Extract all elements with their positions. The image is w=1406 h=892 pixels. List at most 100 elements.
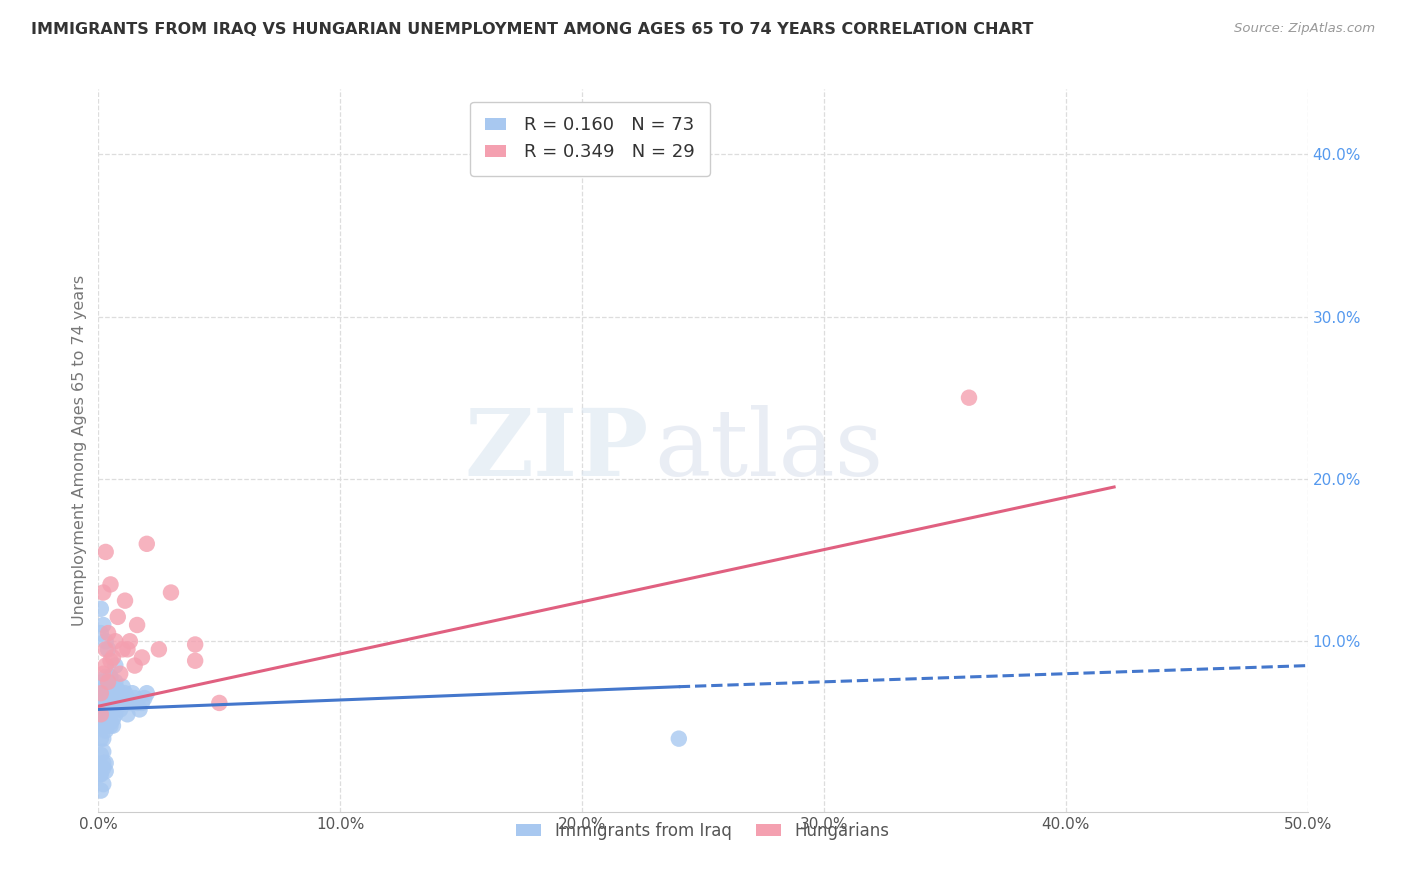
Point	[90, 747, 112, 762]
Point	[100, 577, 122, 591]
Point	[107, 699, 129, 714]
Point	[668, 731, 690, 746]
Point	[90, 686, 112, 700]
Point	[94, 707, 117, 722]
Point	[184, 654, 207, 668]
Point	[117, 707, 139, 722]
Point	[94, 756, 117, 770]
Point	[111, 680, 134, 694]
Point	[90, 712, 112, 726]
Point	[90, 707, 112, 722]
Point	[108, 702, 131, 716]
Point	[114, 686, 136, 700]
Point	[101, 719, 124, 733]
Point	[957, 391, 980, 405]
Point	[100, 719, 122, 733]
Point	[117, 642, 139, 657]
Point	[135, 537, 157, 551]
Point	[108, 686, 131, 700]
Point	[97, 674, 120, 689]
Point	[94, 642, 117, 657]
Point	[107, 682, 129, 697]
Point	[90, 601, 112, 615]
Point	[98, 707, 121, 722]
Point	[91, 731, 114, 746]
Point	[97, 674, 120, 689]
Point	[91, 777, 114, 791]
Point	[90, 680, 112, 694]
Point	[89, 767, 111, 781]
Point	[101, 712, 124, 726]
Point	[134, 691, 156, 706]
Point	[104, 707, 127, 722]
Point	[104, 674, 127, 689]
Point	[108, 666, 131, 681]
Point	[91, 719, 114, 733]
Point	[91, 674, 114, 689]
Point	[127, 618, 149, 632]
Point	[97, 626, 120, 640]
Point	[96, 702, 118, 716]
Point	[121, 686, 143, 700]
Text: Source: ZipAtlas.com: Source: ZipAtlas.com	[1234, 22, 1375, 36]
Point	[100, 686, 122, 700]
Point	[100, 670, 122, 684]
Point	[96, 680, 118, 694]
Y-axis label: Unemployment Among Ages 65 to 74 years: Unemployment Among Ages 65 to 74 years	[72, 275, 87, 626]
Text: ZIP: ZIP	[464, 406, 648, 495]
Point	[104, 634, 127, 648]
Point	[97, 712, 120, 726]
Point	[101, 650, 124, 665]
Point	[91, 756, 114, 770]
Point	[94, 658, 117, 673]
Point	[90, 626, 112, 640]
Point	[98, 686, 121, 700]
Text: atlas: atlas	[655, 406, 884, 495]
Point	[94, 719, 117, 733]
Point	[97, 699, 120, 714]
Point	[91, 761, 114, 775]
Point	[160, 585, 183, 599]
Point	[184, 638, 207, 652]
Point	[93, 682, 115, 697]
Point	[128, 702, 150, 716]
Point	[91, 707, 114, 722]
Point	[101, 696, 124, 710]
Point	[118, 634, 141, 648]
Point	[148, 642, 170, 657]
Point	[208, 696, 231, 710]
Point	[97, 715, 120, 730]
Point	[89, 699, 111, 714]
Text: IMMIGRANTS FROM IRAQ VS HUNGARIAN UNEMPLOYMENT AMONG AGES 65 TO 74 YEARS CORRELA: IMMIGRANTS FROM IRAQ VS HUNGARIAN UNEMPL…	[31, 22, 1033, 37]
Point	[94, 764, 117, 778]
Point	[97, 691, 120, 706]
Point	[91, 585, 114, 599]
Point	[104, 658, 127, 673]
Point	[111, 642, 134, 657]
Point	[94, 545, 117, 559]
Point	[100, 715, 122, 730]
Point	[124, 658, 146, 673]
Point	[90, 731, 112, 746]
Point	[94, 670, 117, 684]
Point	[91, 691, 114, 706]
Point	[91, 618, 114, 632]
Point	[94, 634, 117, 648]
Point	[127, 696, 149, 710]
Point	[90, 707, 112, 722]
Legend: Immigrants from Iraq, Hungarians: Immigrants from Iraq, Hungarians	[509, 815, 897, 847]
Point	[124, 691, 146, 706]
Point	[100, 654, 122, 668]
Point	[90, 767, 112, 781]
Point	[114, 593, 136, 607]
Point	[91, 691, 114, 706]
Point	[107, 610, 129, 624]
Point	[100, 702, 122, 716]
Point	[131, 650, 153, 665]
Point	[90, 783, 112, 797]
Point	[91, 712, 114, 726]
Point	[94, 723, 117, 738]
Point	[94, 686, 117, 700]
Point	[97, 642, 120, 657]
Point	[117, 691, 139, 706]
